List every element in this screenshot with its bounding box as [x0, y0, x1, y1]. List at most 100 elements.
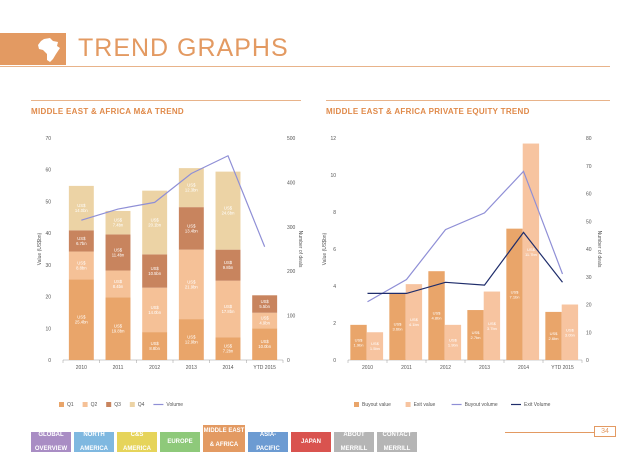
bar — [215, 249, 241, 281]
data-label: US$ — [77, 203, 86, 208]
bar — [178, 207, 204, 250]
bar — [467, 310, 484, 360]
data-label: 4.8bn — [432, 316, 442, 321]
data-label: 25.4bn — [75, 320, 88, 325]
nav-item-contact[interactable]: CONTACT MERRILL — [377, 432, 417, 452]
y-tick-label: 2 — [333, 321, 336, 327]
nav-item-about[interactable]: ABOUT MERRILL — [334, 432, 374, 452]
x-tick-label: 2011 — [401, 365, 412, 371]
x-tick-label: YTD 2015 — [551, 365, 574, 371]
series-line — [367, 231, 563, 294]
y-tick-label: 0 — [48, 358, 51, 364]
data-label: 4.1bn — [409, 322, 419, 327]
bar — [178, 168, 204, 208]
legend-label: Exit Volume — [524, 402, 551, 408]
nav-item-label: MIDDLE EAST — [203, 428, 245, 434]
chart-pe: 0 2 4 6 8 10 12 0 10 20 30 40 50 60 70 80 Value (US$bn) N… — [320, 120, 615, 420]
nav-item-label: EUROPE — [167, 438, 193, 445]
y-tick-label: 60 — [45, 168, 51, 174]
page-number: 34 — [594, 426, 616, 437]
africa-map-icon — [38, 38, 60, 62]
data-label: 20.1bn — [148, 223, 161, 228]
data-label: US$ — [187, 335, 196, 340]
nav-item-c-s[interactable]: C&S AMERICA — [117, 432, 157, 452]
nav-item-label: C&S — [130, 431, 144, 438]
nav-item-label: ABOUT — [343, 431, 365, 438]
data-label: US$ — [224, 304, 233, 309]
legend-swatch — [129, 402, 135, 407]
data-label: 7.1bn — [510, 294, 520, 299]
data-label: 7.2bn — [223, 349, 234, 354]
y-tick-label: 30 — [45, 263, 51, 269]
legend-label: Q2 — [91, 402, 98, 408]
y2-tick-label: 100 — [287, 314, 296, 320]
series-line — [367, 170, 564, 303]
legend-swatch — [354, 402, 359, 407]
data-label: US$ — [261, 339, 270, 344]
bar — [483, 291, 501, 360]
y2-tick-label: 0 — [586, 358, 589, 364]
nav-item-label: MERRILL — [383, 445, 411, 452]
bar — [561, 304, 579, 360]
data-label: 5.5bn — [259, 304, 270, 309]
x-tick-label: 2012 — [149, 365, 160, 371]
bar — [215, 171, 241, 250]
nav-item-japan[interactable]: JAPAN — [291, 432, 331, 452]
data-label: US$ — [449, 337, 458, 342]
data-label: 17.8bn — [222, 309, 235, 314]
x-tick-label: 2012 — [440, 365, 451, 371]
bar — [366, 332, 384, 360]
y2-tick-label: 500 — [287, 136, 296, 142]
x-tick-label: 2014 — [518, 365, 529, 371]
data-label: US$ — [151, 266, 160, 271]
data-label: 10.0bn — [258, 344, 271, 349]
data-label: US$ — [550, 331, 559, 336]
data-label: US$ — [151, 218, 160, 223]
data-label: 19.8bn — [112, 329, 125, 334]
y-tick-label: 20 — [45, 295, 51, 301]
data-label: 3.6bn — [393, 327, 403, 332]
bar — [142, 332, 168, 360]
nav-item-asia[interactable]: ASIA- PACIFIC — [248, 432, 288, 452]
chart-ma: 0 10 20 30 40 50 60 70 0 100 200 300 400 500 Value (US… — [25, 120, 310, 420]
data-label: US$ — [151, 305, 160, 310]
data-label: US$ — [187, 279, 196, 284]
y2-tick-label: 200 — [287, 269, 296, 275]
nav-item-north[interactable]: NORTH AMERICA — [74, 432, 114, 452]
data-label: US$ — [511, 289, 520, 294]
data-label: 4.9bn — [259, 321, 270, 326]
y2-axis-label: Number of deals — [596, 231, 602, 268]
bar — [105, 210, 131, 235]
y2-tick-label: 70 — [586, 164, 592, 170]
nav-item-label: NORTH — [83, 431, 105, 438]
data-label: 2.7bn — [471, 335, 481, 340]
data-label: 10.5bn — [148, 271, 161, 276]
data-label: 12.3bn — [185, 188, 198, 193]
nav-item-label: AMERICA — [123, 445, 151, 452]
data-label: 13.4bn — [185, 228, 198, 233]
data-label: US$ — [224, 260, 233, 265]
nav-item-europe[interactable]: EUROPE — [160, 432, 200, 452]
data-label: 8.8bn — [149, 346, 160, 351]
data-label: 1.9bn — [354, 342, 364, 347]
x-tick-label: 2013 — [479, 365, 490, 371]
nav-item-middle-east[interactable]: MIDDLE EAST & AFRICA — [203, 425, 245, 452]
data-label: US$ — [261, 316, 270, 321]
nav-item-global[interactable]: GLOBAL OVERVIEW — [31, 432, 71, 452]
y2-tick-label: 80 — [586, 136, 592, 142]
nav-item-label: CONTACT — [382, 431, 412, 438]
x-tick-label: YTD 2015 — [253, 365, 276, 371]
data-label: 14.0bn — [148, 310, 161, 315]
bar — [142, 190, 168, 255]
y-tick-label: 70 — [45, 136, 51, 142]
nav-item-label: OVERVIEW — [34, 445, 68, 452]
nav-item-label: PACIFIC — [256, 445, 280, 452]
data-label: US$ — [355, 337, 364, 342]
bar — [105, 297, 131, 360]
bar — [68, 251, 94, 280]
bar — [68, 230, 94, 252]
data-label: US$ — [527, 247, 536, 252]
bar — [215, 280, 241, 338]
section-divider — [31, 100, 301, 101]
